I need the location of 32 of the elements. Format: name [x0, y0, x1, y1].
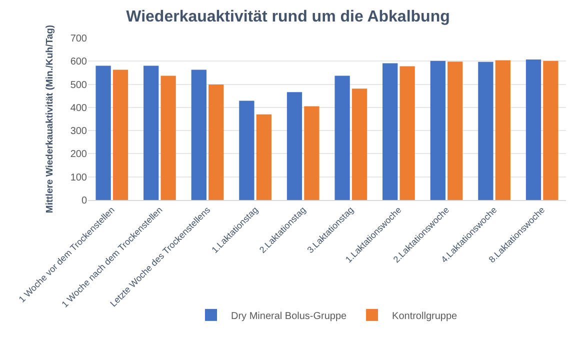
bar	[191, 70, 206, 200]
y-tick-label: 700	[70, 34, 88, 44]
y-tick-label: 300	[70, 126, 88, 138]
bar	[400, 66, 415, 200]
bar	[286, 92, 302, 200]
legend-label: Kontrollgruppe	[392, 310, 458, 322]
bar	[96, 66, 111, 200]
bar	[256, 114, 272, 200]
bar	[526, 60, 542, 200]
bar	[543, 60, 558, 200]
bar	[352, 88, 368, 200]
bar	[144, 66, 159, 200]
bar	[304, 106, 320, 200]
legend-label: Dry Mineral Bolus-Gruppe	[231, 310, 348, 322]
bar	[239, 100, 254, 200]
y-tick-label: 400	[70, 102, 88, 114]
bar	[334, 76, 350, 200]
bar	[208, 84, 224, 200]
bar	[478, 62, 494, 200]
bar	[382, 63, 398, 200]
bar	[495, 60, 510, 200]
bar	[160, 76, 176, 200]
bar	[112, 70, 128, 200]
bar	[430, 60, 446, 200]
y-tick-label: 200	[70, 149, 88, 160]
y-tick-label: 500	[70, 80, 88, 91]
y-tick-label: 0	[81, 196, 88, 206]
y-tick-label: 600	[70, 56, 88, 68]
y-tick-label: 100	[70, 172, 88, 184]
y-axis-title: Mittlere Wiederkauaktivität (Min./Kuh/Tag)	[44, 24, 56, 214]
bar	[448, 62, 463, 200]
chart-title: Wiederkauaktivität rund um die Abkalbung	[126, 8, 450, 26]
